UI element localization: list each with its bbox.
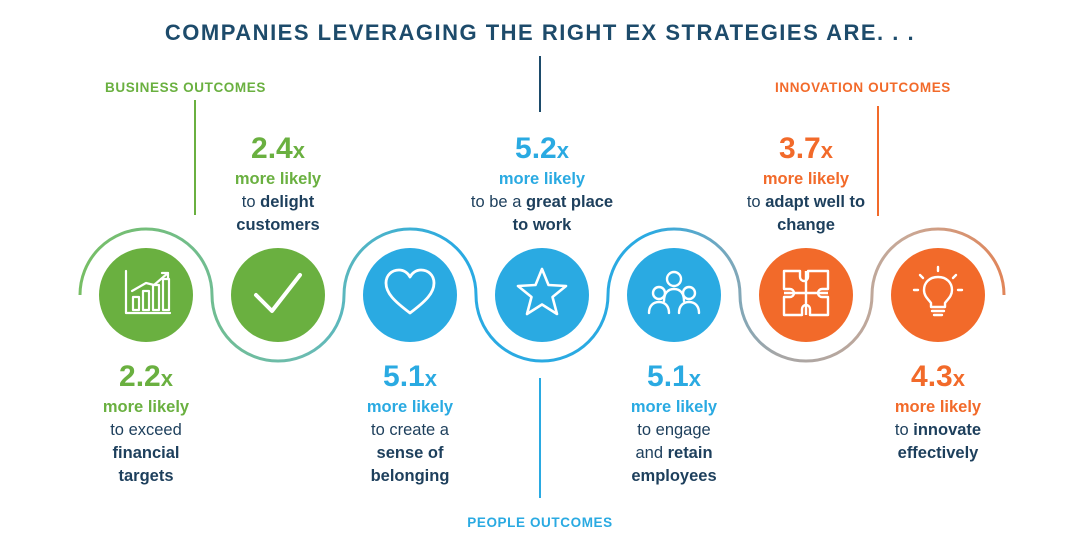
outcome-circle-belonging — [363, 248, 457, 342]
multiplier-suffix: x — [160, 366, 173, 391]
stat-innovate: 4.3x more likely to innovate effectively — [863, 360, 1013, 465]
desc-bold: sense of belonging — [370, 444, 450, 485]
desc-bold: delight customers — [236, 193, 320, 234]
stat-desc: to exceed financial targets — [71, 419, 221, 488]
innovation-divider-line — [877, 106, 879, 216]
desc-bold: financial targets — [112, 444, 180, 485]
multiplier-financial: 2.2x — [71, 360, 221, 396]
stat-adapt: 3.7x more likely to adapt well to change — [731, 132, 881, 237]
multiplier-employees: 5.1x — [599, 360, 749, 396]
desc-bold: adapt well to change — [765, 193, 866, 234]
desc-text: to — [746, 193, 761, 211]
infographic-title: COMPANIES LEVERAGING THE RIGHT EX STRATE… — [164, 20, 916, 45]
desc-text: to — [894, 421, 909, 439]
more-likely-label: more likely — [630, 398, 718, 416]
multiplier-workplace: 5.2x — [467, 132, 617, 168]
stat-belonging: 5.1x more likely to create a sense of bel… — [335, 360, 485, 488]
stat-financial: 2.2x more likely to exceed financial targ… — [71, 360, 221, 488]
multiplier-suffix: x — [424, 366, 437, 391]
stat-desc: to delight customers — [203, 191, 353, 237]
more-likely-label: more likely — [498, 170, 586, 188]
desc-text: to exceed — [110, 421, 182, 439]
outcome-circle-customers — [231, 248, 325, 342]
bar-chart-icon — [116, 263, 176, 328]
multiplier-value: 3.7 — [779, 132, 821, 165]
desc-text: to be a — [470, 193, 522, 211]
stat-workplace: 5.2x more likely to be a great place to … — [467, 132, 617, 237]
outcome-circle-workplace — [495, 248, 589, 342]
multiplier-value: 5.2 — [515, 132, 557, 165]
stat-desc: to create a sense of belonging — [335, 419, 485, 488]
more-likely-label: more likely — [102, 398, 190, 416]
multiplier-value: 2.2 — [119, 360, 161, 393]
more-likely-label: more likely — [762, 170, 850, 188]
puzzle-icon — [776, 263, 836, 328]
more-likely-label: more likely — [894, 398, 982, 416]
multiplier-adapt: 3.7x — [731, 132, 881, 168]
category-business-label: BUSINESS OUTCOMES — [105, 80, 266, 95]
people-divider-line — [539, 378, 541, 498]
top-center-divider-line — [539, 56, 541, 112]
outcome-circle-financial — [99, 248, 193, 342]
multiplier-value: 5.1 — [383, 360, 425, 393]
outcome-circle-innovate — [891, 248, 985, 342]
more-likely-label: more likely — [366, 398, 454, 416]
heart-icon — [380, 263, 440, 328]
multiplier-value: 5.1 — [647, 360, 689, 393]
desc-bold: retain employees — [631, 444, 717, 485]
people-group-icon — [644, 263, 704, 328]
multiplier-value: 4.3 — [911, 360, 953, 393]
multiplier-customers: 2.4x — [203, 132, 353, 168]
stat-customers: 2.4x more likely to delight customers — [203, 132, 353, 237]
stat-desc: to engage and retain employees — [624, 419, 724, 488]
outcome-circle-employees — [627, 248, 721, 342]
multiplier-value: 2.4 — [251, 132, 293, 165]
category-people-label: PEOPLE OUTCOMES — [467, 515, 613, 530]
desc-text: to engage and — [635, 421, 711, 462]
business-divider-line — [194, 100, 196, 215]
multiplier-suffix: x — [952, 366, 965, 391]
stat-desc: to innovate effectively — [883, 419, 993, 465]
stat-desc: to be a great place to work — [467, 191, 617, 237]
multiplier-suffix: x — [556, 138, 569, 163]
multiplier-suffix: x — [820, 138, 833, 163]
desc-text: to — [241, 193, 256, 211]
checkmark-icon — [248, 263, 308, 328]
lightbulb-icon — [908, 263, 968, 328]
multiplier-suffix: x — [292, 138, 305, 163]
category-innovation-label: INNOVATION OUTCOMES — [775, 80, 951, 95]
stat-desc: to adapt well to change — [744, 191, 869, 237]
multiplier-innovate: 4.3x — [863, 360, 1013, 396]
stat-employees: 5.1x more likely to engage and retain em… — [599, 360, 749, 488]
star-icon — [512, 263, 572, 328]
desc-bold: great place to work — [512, 193, 614, 234]
desc-text: to create a — [371, 421, 449, 439]
multiplier-belonging: 5.1x — [335, 360, 485, 396]
outcome-circle-adapt — [759, 248, 853, 342]
multiplier-suffix: x — [688, 366, 701, 391]
more-likely-label: more likely — [234, 170, 322, 188]
desc-bold: innovate effectively — [897, 421, 982, 462]
